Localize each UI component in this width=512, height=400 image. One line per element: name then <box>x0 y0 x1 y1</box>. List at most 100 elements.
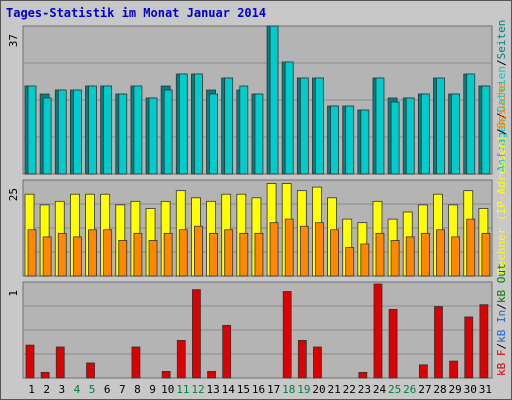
bar-besuche-day-28 <box>436 229 445 277</box>
y-tick-label-panel-1: 37 <box>7 34 20 47</box>
y-tick-labels: 37 25 1 <box>7 34 20 297</box>
bar-dateien-day-13 <box>209 93 218 175</box>
x-tick-label-day-10: 10 <box>161 383 174 396</box>
bar-besuche-day-18 <box>284 218 294 277</box>
bar-besuche-day-9 <box>148 240 158 277</box>
bar-dateien-day-2 <box>42 97 52 175</box>
bar-kb-day-13 <box>207 371 216 379</box>
bar-kb-day-24 <box>373 283 383 379</box>
bar-besuche-day-22 <box>345 247 355 277</box>
x-tick-label-day-25: 25 <box>388 383 401 396</box>
bar-kb-day-20 <box>313 346 322 379</box>
x-tick-label-day-29: 29 <box>449 383 462 396</box>
bar-kb-day-12 <box>192 289 201 379</box>
legend-entry: Besuche <box>495 82 508 128</box>
bar-dateien-day-4 <box>72 89 82 175</box>
x-tick-label-day-15: 15 <box>237 383 250 396</box>
bar-kb-day-19 <box>297 339 307 379</box>
x-tick-label-day-22: 22 <box>343 383 356 396</box>
bar-kb-day-2 <box>40 371 50 379</box>
x-tick-label-day-14: 14 <box>222 383 236 396</box>
bar-besuche-day-16 <box>254 232 264 277</box>
x-tick-label-day-20: 20 <box>312 383 325 396</box>
legend-entry: / <box>495 59 508 66</box>
bar-kb-day-29 <box>449 360 459 379</box>
bar-besuche-day-24 <box>375 232 385 277</box>
bar-dateien-day-7 <box>118 93 128 175</box>
bar-dateien-day-18 <box>284 61 294 175</box>
bar-besuche-day-17 <box>269 222 279 277</box>
bar-besuche-day-2 <box>42 236 52 277</box>
bar-besuche-day-12 <box>194 225 203 277</box>
chart-title: Tages-Statistik im Monat Januar 2014 <box>6 6 267 20</box>
x-tick-label-day-1: 1 <box>28 383 35 396</box>
legend-entry: Anfragen <box>495 119 508 172</box>
x-tick-label-day-4: 4 <box>74 383 81 396</box>
x-tick-label-day-26: 26 <box>403 383 416 396</box>
legend-entry: kB Out <box>495 263 508 303</box>
x-tick-label-day-5: 5 <box>89 383 96 396</box>
x-tick-label-day-2: 2 <box>43 383 50 396</box>
legend-entry: / <box>495 343 508 350</box>
x-tick-label-day-19: 19 <box>297 383 310 396</box>
bar-kb-day-1 <box>25 344 35 379</box>
x-tick-label-day-3: 3 <box>59 383 66 396</box>
x-tick-label-day-12: 12 <box>191 383 204 396</box>
bar-besuche-day-5 <box>88 229 97 277</box>
bar-dateien-day-10 <box>163 89 173 175</box>
x-tick-labels: 1 2 3 4 5 6 7 8 9 10 11 12 13 14 15 16 17 18 19 20 21 22 23 24 2… <box>28 383 492 396</box>
legend-entry: kB F <box>495 350 508 377</box>
x-tick-label-day-16: 16 <box>252 383 265 396</box>
x-tick-label-day-9: 9 <box>149 383 156 396</box>
bar-besuche-day-21 <box>330 229 339 277</box>
bar-besuche-day-11 <box>178 229 188 277</box>
legend-entry: / <box>495 112 508 119</box>
legend-panel-2: Rechner (IP-Adressen)/Besuche <box>495 82 508 274</box>
bar-dateien-day-31 <box>481 85 491 175</box>
bar-dateien-day-24 <box>375 77 385 175</box>
bar-dateien-day-6 <box>103 85 113 175</box>
bar-besuche-day-8 <box>133 232 143 277</box>
bar-besuche-day-23 <box>360 243 370 277</box>
bar-kb-day-25 <box>388 308 398 379</box>
legend-panel-3: kB F/kB In/kB Out <box>495 263 508 376</box>
x-tick-label-day-24: 24 <box>373 383 387 396</box>
bar-dateien-day-5 <box>88 85 97 175</box>
bar-kb-day-8 <box>131 346 141 379</box>
bar-dateien-day-26 <box>405 97 415 175</box>
legend-entry: Dateien <box>495 66 508 112</box>
bar-dateien-day-30 <box>466 73 476 175</box>
x-tick-label-day-30: 30 <box>464 383 477 396</box>
legend-entry: / <box>495 128 508 135</box>
bar-kb-day-27 <box>418 364 428 379</box>
bar-dateien-day-11 <box>178 73 188 175</box>
legend-entry: Seiten <box>495 20 508 60</box>
y-tick-label-panel-3: 1 <box>7 290 20 297</box>
bar-besuche-day-30 <box>466 218 476 277</box>
bar-besuche-day-29 <box>451 236 461 277</box>
bar-kb-day-31 <box>479 304 489 379</box>
bar-kb-day-18 <box>282 291 292 379</box>
bar-dateien-day-9 <box>148 97 158 175</box>
y-tick-label-panel-2: 25 <box>7 188 20 201</box>
x-tick-label-day-31: 31 <box>479 383 492 396</box>
bar-dateien-day-14 <box>224 77 234 175</box>
bar-dateien-day-27 <box>420 93 430 175</box>
bar-dateien-day-19 <box>299 77 309 175</box>
x-tick-label-day-11: 11 <box>176 383 189 396</box>
bar-besuche-day-15 <box>239 232 249 277</box>
bar-kb-day-11 <box>176 339 186 379</box>
bar-besuche-day-25 <box>390 240 400 277</box>
x-tick-label-day-21: 21 <box>328 383 341 396</box>
bar-dateien-day-17 <box>269 25 279 175</box>
bar-besuche-day-27 <box>420 232 430 277</box>
legend-panel-1: Anfragen/Dateien/Seiten <box>495 20 508 172</box>
bar-besuche-day-26 <box>405 236 415 277</box>
bar-besuche-day-13 <box>209 232 218 277</box>
x-tick-label-day-17: 17 <box>267 383 280 396</box>
bar-dateien-day-16 <box>254 93 264 175</box>
bar-kb-day-10 <box>161 371 171 379</box>
bar-besuche-day-20 <box>315 222 324 277</box>
bar-kb-day-5 <box>86 362 95 379</box>
